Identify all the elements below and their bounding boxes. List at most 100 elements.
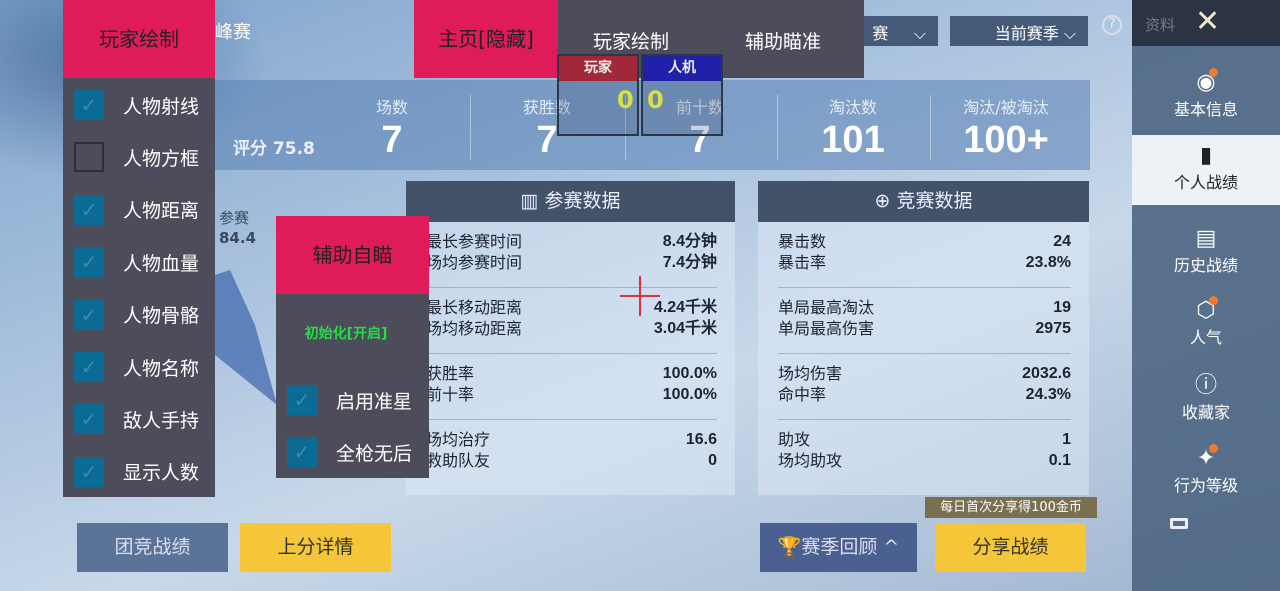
aim-status[interactable]: 初始化[开启] [304, 326, 388, 342]
draw-option-3[interactable]: ✓ 人物血量 [74, 247, 200, 278]
stat-row-value: 23.8% [1025, 254, 1071, 271]
tab-aim-assist[interactable]: 辅助瞄准 [745, 31, 822, 53]
stat-row-label: 场均治疗 [426, 430, 491, 449]
trophy-icon: 🏆 [777, 536, 802, 558]
draw-option-4[interactable]: ✓ 人物骨骼 [74, 299, 200, 330]
draw-option-5[interactable]: ✓ 人物名称 [74, 352, 199, 382]
stat-row: 单局最高伤害 2975 [778, 318, 1071, 339]
sidebar-item-2[interactable]: ▤ 历史战绩 [1132, 218, 1280, 288]
sidebar-item-0[interactable]: ◉ 基本信息 [1132, 62, 1280, 132]
player-count: 0 [617, 86, 634, 114]
stat-label: 前十数 [675, 98, 724, 117]
draw-option-7[interactable]: ✓ 显示人数 [74, 456, 199, 487]
stat-top10: 前十数 7 [625, 94, 775, 162]
sidebar-item-3[interactable]: ⬡ 人气 [1132, 290, 1280, 360]
stat-row-label: 暴击率 [778, 253, 827, 272]
menu-icon[interactable] [1170, 518, 1188, 529]
tab-home-hide[interactable]: 主页[隐藏] [414, 0, 558, 78]
divider [470, 95, 471, 160]
checkbox[interactable]: ✓ [287, 385, 317, 415]
sidebar-item-label: 人气 [1189, 328, 1222, 347]
checkbox[interactable]: ✓ [287, 437, 317, 467]
checkbox[interactable]: ✓ [74, 404, 104, 435]
stat-row-label: 暴击数 [778, 232, 827, 251]
stat-value: 100+ [963, 119, 1049, 161]
option-label: 启用准星 [336, 390, 413, 413]
menu-title: 玩家绘制 [63, 0, 215, 78]
rank-details-button[interactable]: 上分详情 [240, 523, 391, 572]
stat-row-label: 单局最高伤害 [778, 319, 875, 338]
sidebar-item-label: 行为等级 [1173, 476, 1238, 495]
stat-row-value: 19 [1053, 299, 1071, 316]
stat-row-value: 24.3% [1025, 386, 1071, 403]
checkbox[interactable]: ✓ [74, 456, 104, 487]
stat-row-value: 0 [708, 452, 717, 469]
close-x-icon[interactable]: ✕ [1195, 4, 1221, 39]
radar-label-text: 参赛 [219, 209, 250, 227]
option-label: 人物骨骼 [123, 305, 200, 328]
stat-row-value: 7.4分钟 [662, 254, 717, 271]
radar-value: 84.4 [219, 229, 257, 247]
aim-option-0[interactable]: ✓ 启用准星 [287, 385, 412, 415]
stat-row: 场均移动距离 3.04千米 [426, 318, 717, 339]
chevron-down-icon: ⌵ [893, 24, 926, 43]
checkbox[interactable]: ✓ [74, 194, 104, 225]
stat-group: 暴击数 24 暴击率 23.8% [778, 222, 1071, 288]
option-label: 人物血量 [123, 252, 200, 275]
radar-chart [215, 270, 277, 405]
sidebar-item-4[interactable]: ⓘ 收藏家 [1132, 365, 1280, 435]
aim-option-1[interactable]: ✓ 全枪无后 [287, 437, 412, 467]
sidebar-item-5[interactable]: ✦ 行为等级 [1132, 438, 1280, 508]
notification-dot [1209, 296, 1218, 305]
stat-row-label: 场均移动距离 [426, 319, 523, 338]
team-stats-button[interactable]: 团竞战绩 [77, 523, 228, 572]
mode-dropdown-value: 赛 [872, 24, 889, 43]
stat-kd: 淘汰/被淘汰 100+ [931, 94, 1081, 162]
option-label: 敌人手持 [123, 409, 200, 432]
stat-row-value: 16.6 [685, 431, 717, 448]
history-doc-icon: ▤ [1195, 226, 1217, 251]
stat-row-value: 100.0% [662, 386, 717, 403]
stat-label: 淘汰/被淘汰 [963, 98, 1049, 117]
draw-option-1[interactable]: 人物方框 [74, 142, 199, 173]
collector-icon: ⓘ [1194, 373, 1217, 398]
stat-value: 7 [381, 119, 403, 161]
participation-panel: ▥ 参赛数据 最长参赛时间 8.4分钟 场均参赛时间 7.4分钟 最长移动距离 4.24千… [406, 181, 735, 495]
checkbox[interactable]: ✓ [74, 352, 104, 382]
share-stats-button[interactable]: 分享战绩 [935, 523, 1086, 572]
stat-group: 助攻 1 场均助攻 0.1 [778, 420, 1071, 486]
stat-row-value: 3.04千米 [653, 320, 717, 337]
panel-title: 参赛数据 [544, 190, 621, 212]
stat-row-label: 场均参赛时间 [426, 253, 523, 272]
stat-row: 场均参赛时间 7.4分钟 [426, 252, 717, 273]
stat-group: 最长移动距离 4.24千米 场均移动距离 3.04千米 [426, 288, 717, 354]
checkbox[interactable]: ✓ [74, 247, 104, 278]
stat-row-label: 获胜率 [426, 364, 475, 383]
notification-dot [1209, 68, 1218, 77]
player-box-label: 玩家 [559, 56, 637, 81]
stat-group: 场均伤害 2032.6 命中率 24.3% [778, 354, 1071, 420]
season-review-label: 赛季回顾 [801, 536, 878, 558]
crosshair-target-icon: ⊕ [874, 190, 897, 212]
stat-group: 场均治疗 16.6 救助队友 0 [426, 420, 717, 486]
stat-row: 场均治疗 16.6 [426, 429, 717, 450]
stat-row: 命中率 24.3% [778, 384, 1071, 405]
checkbox[interactable] [74, 142, 104, 173]
season-dropdown[interactable]: 当前赛季 ⌵ [950, 16, 1088, 46]
sidebar-top [1132, 0, 1280, 46]
stat-row: 前十率 100.0% [426, 384, 717, 405]
question-circle-icon[interactable]: ? [1102, 15, 1122, 35]
draw-option-0[interactable]: ✓ 人物射线 [74, 90, 199, 120]
draw-option-6[interactable]: ✓ 敌人手持 [74, 404, 200, 435]
option-label: 全枪无后 [336, 442, 413, 465]
checkbox[interactable]: ✓ [74, 299, 104, 330]
stat-row-value: 1 [1062, 431, 1071, 448]
tab-player-draw[interactable]: 玩家绘制 [593, 31, 670, 53]
draw-option-2[interactable]: ✓ 人物距离 [74, 194, 199, 225]
sidebar-item-1[interactable]: ▮ 个人战绩 [1132, 135, 1280, 205]
sidebar-item-label: 个人战绩 [1173, 173, 1238, 192]
sidebar-title: 资料 [1145, 16, 1176, 34]
stat-row-label: 最长参赛时间 [426, 232, 523, 251]
checkbox[interactable]: ✓ [74, 90, 104, 120]
season-review-button[interactable]: 🏆赛季回顾 ^ [760, 523, 917, 572]
